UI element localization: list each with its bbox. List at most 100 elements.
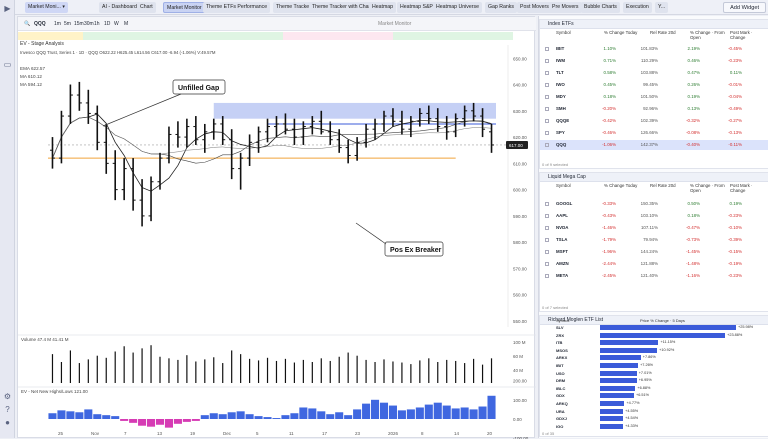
list-item[interactable]: GDX +6.51%	[540, 392, 768, 399]
list-item[interactable]: ARKX +7.86%	[540, 354, 768, 361]
table-row[interactable]: META -2.45% 121.40% -1.16% -0.23%	[540, 271, 768, 281]
symbol-cell[interactable]: GOOGL	[556, 201, 573, 206]
row-checkbox[interactable]	[545, 119, 549, 123]
mega_cap-col-0[interactable]: Symbol	[556, 183, 571, 188]
tab-y-[interactable]: Y...	[655, 2, 669, 13]
table-row[interactable]: QQQ -1.06% 142.37% -0.40% -0.11%	[540, 140, 768, 150]
interval-1h[interactable]: 1h	[94, 21, 100, 27]
tab-theme-tracker-with-chart[interactable]: Theme Tracker with Chart	[309, 2, 375, 13]
symbol-cell[interactable]: SLV	[556, 325, 564, 330]
tab-ai-dashboard[interactable]: AI - Dashboard	[99, 2, 140, 13]
table-row[interactable]: IBIT 1.10% 101.83% 2.19% -0.45%	[540, 44, 768, 54]
list-item[interactable]: SLV +25.98%	[540, 324, 768, 331]
symbol-cell[interactable]: ITB	[556, 340, 563, 346]
mega_cap-col-4[interactable]: Post Mark · Change	[730, 183, 753, 193]
table-row[interactable]: SMH -0.20% 92.96% 0.13% -0.49%	[540, 104, 768, 114]
table-row[interactable]: AMZN -2.44% 121.88% -1.48% -0.19%	[540, 259, 768, 269]
settings-icon[interactable]: ⚙	[3, 392, 12, 401]
tab-theme-etfs-performance[interactable]: Theme ETFs Performance	[203, 2, 271, 13]
tab-market-monitor[interactable]: Market Monitor	[163, 2, 206, 13]
tab-post-movers[interactable]: Post Movers	[517, 2, 552, 13]
interval-1d[interactable]: 1D	[104, 21, 111, 27]
symbol-cell[interactable]: ARKX	[556, 355, 568, 361]
tab-execution[interactable]: Execution	[623, 2, 652, 13]
symbol-cell[interactable]: ZRX	[556, 332, 564, 338]
list-item[interactable]: IBIT +7.26%	[540, 362, 768, 369]
list-item[interactable]: URA +4.55%	[540, 408, 768, 415]
list-item[interactable]: ITB +11.15%	[540, 339, 768, 346]
table-row[interactable]: SPY -0.46% 126.66% -0.08% -0.13%	[540, 128, 768, 138]
price-chart[interactable]: 650.00 640.00 630.00 620.00 610.00 600.00 590.…	[18, 31, 536, 439]
row-checkbox[interactable]	[545, 262, 549, 266]
index_etfs-col-2[interactable]: Rel Rate 20d	[650, 30, 676, 35]
row-checkbox[interactable]	[545, 95, 549, 99]
list-item[interactable]: IGO +4.33%	[540, 423, 768, 430]
table-row[interactable]: AAPL -0.43% 103.10% 0.18% -0.23%	[540, 211, 768, 221]
row-checkbox[interactable]	[545, 131, 549, 135]
index_etfs-col-1[interactable]: % Change Today	[604, 30, 638, 35]
row-checkbox[interactable]	[545, 250, 549, 254]
symbol-cell[interactable]: AAPL	[556, 213, 568, 218]
list-item[interactable]: MSOS +10.92%	[540, 347, 768, 354]
row-checkbox[interactable]	[545, 214, 549, 218]
symbol-cell[interactable]: MSFT	[556, 249, 568, 254]
symbol-cell[interactable]: QQQ	[556, 142, 567, 147]
mega_cap-col-3[interactable]: % Change · From Open	[690, 183, 725, 193]
table-row[interactable]: QQQE -0.42% 102.39% -0.32% -0.27%	[540, 116, 768, 126]
interval-5m[interactable]: 5m	[64, 21, 71, 27]
symbol-cell[interactable]: GDX	[556, 393, 565, 399]
row-checkbox[interactable]	[545, 107, 549, 111]
list-item[interactable]: ZRX +23.88%	[540, 332, 768, 339]
table-row[interactable]: IWO 0.45% 99.45% 0.26% -0.01%	[540, 80, 768, 90]
symbol-cell[interactable]: AMZN	[556, 261, 569, 266]
symbol-cell[interactable]: URA	[556, 408, 565, 414]
moglen-col-change[interactable]: Price % Change · 5 Days	[640, 318, 685, 323]
row-checkbox[interactable]	[545, 59, 549, 63]
row-checkbox[interactable]	[545, 71, 549, 75]
row-checkbox[interactable]	[545, 83, 549, 87]
list-item[interactable]: GDXJ +4.54%	[540, 415, 768, 422]
list-item[interactable]: USO +7.01%	[540, 370, 768, 377]
tab-heatmap-universe[interactable]: Heatmap Universe	[433, 2, 482, 13]
symbol-cell[interactable]: SPY	[556, 130, 565, 135]
symbol-cell[interactable]: ARKQ	[556, 401, 568, 406]
symbol-cell[interactable]: NVDA	[556, 225, 569, 230]
symbol-label[interactable]: QQQ	[34, 21, 46, 27]
interval-30m[interactable]: 30m	[84, 21, 94, 27]
layout-selector[interactable]: Market Moni... ▾	[25, 2, 68, 13]
list-item[interactable]: DRM +6.95%	[540, 377, 768, 384]
chart-panel[interactable]: 🔍 QQQ 1m 5m 15m 30m 1h 1D W M Market Monitor EV…	[17, 16, 536, 439]
table-row[interactable]: TSLA -1.79% 79.94% -0.73% -0.39%	[540, 235, 768, 245]
mega_cap-col-2[interactable]: Rel Rate 20d	[650, 183, 676, 188]
index_etfs-col-3[interactable]: % Change · From Open	[690, 30, 725, 40]
interval-1m[interactable]: 1m	[54, 21, 61, 27]
symbol-cell[interactable]: TLT	[556, 70, 564, 75]
interval-m[interactable]: M	[124, 21, 129, 27]
row-checkbox[interactable]	[545, 47, 549, 51]
symbol-cell[interactable]: QQQE	[556, 118, 570, 123]
moglen-col-symbol[interactable]: Symbol	[556, 318, 570, 323]
help-icon[interactable]: ?	[5, 405, 10, 414]
add-widget-button[interactable]: Add Widget	[723, 2, 766, 13]
table-row[interactable]: TLT 0.58% 103.88% 0.47% 0.11%	[540, 68, 768, 78]
list-item[interactable]: IBLC +6.88%	[540, 385, 768, 392]
symbol-cell[interactable]: GDXJ	[556, 416, 567, 422]
table-row[interactable]: GOOGL -0.33% 150.35% 0.50% 0.19%	[540, 199, 768, 209]
search-icon[interactable]: 🔍	[24, 21, 31, 27]
table-row[interactable]: MDY 0.18% 101.50% 0.19% -0.04%	[540, 92, 768, 102]
row-checkbox[interactable]	[545, 143, 549, 147]
index_etfs-col-4[interactable]: Post Mark · Change	[730, 30, 753, 40]
symbol-cell[interactable]: IBLC	[556, 385, 566, 391]
tab-bubble-charts[interactable]: Bubble Charts	[581, 2, 620, 13]
symbol-cell[interactable]: META	[556, 273, 569, 278]
tab-pre-movers[interactable]: Pre Movers	[549, 2, 582, 13]
layout-name[interactable]: Market Monitor	[378, 21, 412, 27]
symbol-cell[interactable]: TSLA	[556, 237, 568, 242]
symbol-cell[interactable]: MSOS	[556, 347, 568, 353]
symbol-cell[interactable]: IWM	[556, 58, 566, 63]
symbol-cell[interactable]: IBIT	[556, 363, 564, 368]
user-icon[interactable]: ●	[5, 418, 10, 427]
symbol-cell[interactable]: IBIT	[556, 46, 565, 51]
logo-icon[interactable]: ▶	[4, 4, 11, 13]
tab-heatmap[interactable]: Heatmap	[369, 2, 397, 13]
